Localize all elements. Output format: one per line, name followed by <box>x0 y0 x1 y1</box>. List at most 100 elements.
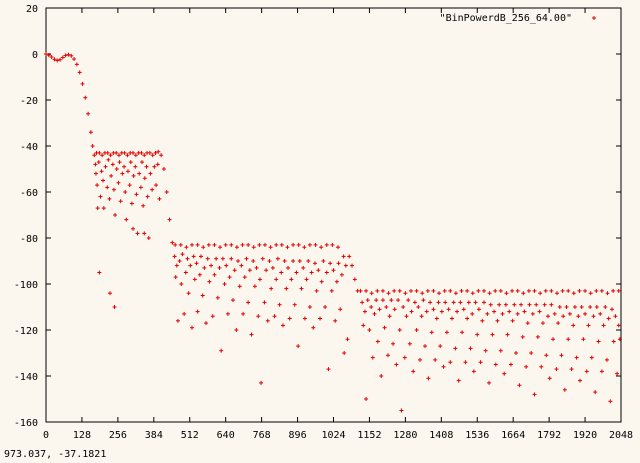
data-point <box>615 371 620 376</box>
data-point <box>559 353 564 358</box>
data-point <box>201 245 206 250</box>
data-point <box>108 153 113 158</box>
data-point <box>428 300 433 305</box>
data-point <box>116 180 121 185</box>
data-point <box>361 323 366 328</box>
data-point <box>180 252 185 257</box>
data-point <box>155 162 160 167</box>
data-point <box>159 153 164 158</box>
data-point <box>179 282 184 286</box>
y-tick-label: -120 <box>14 326 38 337</box>
data-point <box>100 178 105 183</box>
data-point <box>564 305 569 309</box>
legend-marker <box>592 16 596 20</box>
data-point <box>260 256 265 261</box>
data-point <box>314 288 319 293</box>
data-point <box>207 279 212 284</box>
data-point <box>616 288 621 293</box>
data-point <box>402 355 407 360</box>
data-point <box>198 254 203 259</box>
data-point <box>142 153 147 158</box>
data-point <box>562 387 567 392</box>
data-point <box>77 70 82 75</box>
data-point <box>468 346 473 351</box>
data-point <box>387 314 392 319</box>
data-point <box>576 314 581 319</box>
data-point <box>434 316 439 321</box>
data-point <box>294 270 299 275</box>
data-point <box>470 311 475 316</box>
data-point <box>414 328 419 332</box>
data-point <box>272 314 277 319</box>
data-point <box>200 293 205 298</box>
data-point <box>497 302 502 307</box>
data-point <box>333 318 338 323</box>
x-tick-label: 512 <box>181 430 199 441</box>
data-point <box>416 305 421 309</box>
data-point <box>374 298 379 303</box>
data-point <box>264 268 269 273</box>
data-point <box>549 288 554 293</box>
y-tick-label: -160 <box>14 418 38 429</box>
data-point <box>209 263 214 268</box>
data-point <box>172 254 177 259</box>
data-point <box>186 291 191 296</box>
data-point <box>500 311 505 316</box>
data-point <box>138 185 143 190</box>
data-point <box>140 160 145 165</box>
data-point <box>417 357 422 362</box>
data-point <box>246 242 251 247</box>
data-point <box>574 355 579 360</box>
data-point <box>561 314 566 319</box>
data-point <box>436 300 441 305</box>
data-point <box>578 378 583 383</box>
data-point <box>223 242 228 247</box>
data-point <box>433 357 438 362</box>
data-point <box>246 300 251 305</box>
data-point <box>517 383 522 388</box>
data-point <box>498 288 503 293</box>
data-point <box>519 302 524 307</box>
data-point <box>485 311 490 316</box>
y-tick-label: -20 <box>20 96 38 107</box>
data-point <box>331 268 336 273</box>
data-point <box>431 307 436 312</box>
data-point <box>446 307 451 312</box>
data-point <box>131 226 136 231</box>
data-point <box>372 311 377 316</box>
data-point <box>488 302 493 307</box>
data-point <box>297 259 302 263</box>
data-point <box>225 311 230 316</box>
data-point <box>335 245 340 250</box>
data-point <box>63 53 68 58</box>
data-point <box>254 265 259 270</box>
data-point <box>419 314 424 319</box>
data-point <box>588 305 593 309</box>
data-point <box>206 242 211 247</box>
data-point <box>189 242 194 247</box>
data-point <box>330 242 335 247</box>
data-point <box>478 360 483 365</box>
data-point <box>475 332 480 337</box>
data-point <box>234 245 239 250</box>
data-point <box>44 52 48 56</box>
data-point <box>202 265 207 270</box>
x-tick-label: 896 <box>289 430 307 441</box>
data-point <box>513 351 518 355</box>
data-point <box>552 311 557 316</box>
data-point <box>424 309 429 314</box>
data-point <box>339 272 344 277</box>
data-point <box>537 309 542 314</box>
data-point <box>459 288 464 293</box>
data-point <box>396 298 401 303</box>
data-point <box>74 62 79 67</box>
plot-area <box>45 7 622 423</box>
data-point <box>438 344 443 349</box>
data-point <box>515 288 520 293</box>
data-point <box>460 330 465 335</box>
data-point <box>219 348 224 353</box>
data-point <box>268 245 273 250</box>
data-point <box>608 399 613 404</box>
data-point <box>128 160 133 165</box>
data-point <box>108 291 113 296</box>
